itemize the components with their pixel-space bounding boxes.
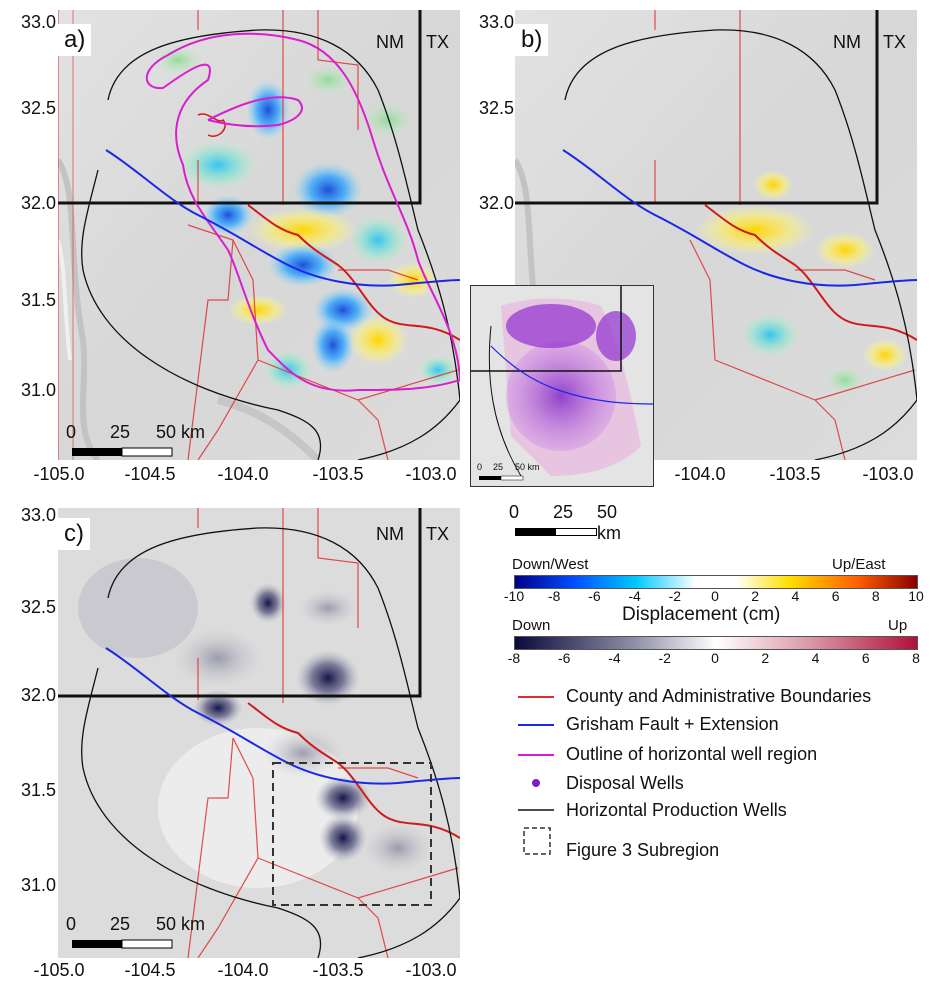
inset-scalebar-zero: 0	[477, 462, 483, 472]
inset-scalebar-end: 50 km	[515, 462, 540, 472]
panel-c-ytick-0: 33.0	[20, 505, 56, 525]
panel-c-xtick-0: -105.0	[33, 960, 85, 980]
colorbar1-tick-10: 10	[908, 588, 924, 604]
panel-c-xtick-4: -103.0	[405, 960, 457, 980]
colorbar1-tick-1: -8	[547, 588, 561, 604]
panel-a-ytick-3: 31.5	[20, 290, 56, 310]
scalebar-end-c: 50 km	[156, 914, 206, 934]
panel-b-xtick-0: -104.0	[674, 464, 726, 484]
colorbar1-tick-8: 6	[831, 588, 840, 604]
colorbar2-tick-8: 8	[912, 650, 920, 666]
scalebar-zero: 0	[66, 422, 77, 442]
scalebar-end: 50 km	[156, 422, 206, 442]
legend-scalebar-zero: 0	[509, 502, 520, 522]
panel-b-tag: b)	[515, 24, 549, 56]
inset-scalebar-mid: 25	[493, 462, 504, 472]
state-label-tx: TX	[426, 32, 450, 52]
colorbar1-ticks: -10 -8 -6 -4 -2 0 2 4 6 8 10	[504, 588, 924, 606]
legend-scalebar-black	[515, 528, 555, 536]
panel-c: c) NM TX 0 25 50 km	[58, 508, 460, 958]
panel-a-map	[58, 10, 460, 460]
colorbar2-tick-7: 6	[861, 650, 870, 666]
legend-scalebar-mid: 25	[553, 502, 574, 522]
scalebar-mid-c: 25	[110, 914, 131, 934]
colorbar1-right-label: Up/East	[832, 556, 886, 573]
legend-label-subregion: Figure 3 Subregion	[566, 840, 720, 860]
colorbar2-right-label: Up	[888, 617, 908, 634]
panel-c-map	[58, 508, 460, 958]
legend-scalebar-white	[555, 528, 597, 536]
panel-a-xtick-2: -104.0	[217, 464, 269, 484]
colorbar1-tick-9: 8	[871, 588, 880, 604]
panel-b-map	[515, 10, 917, 460]
panel-c-ytick-4: 31.0	[20, 875, 56, 895]
panel-b: b) NM TX	[515, 10, 917, 460]
panel-c-xtick-2: -104.0	[217, 960, 269, 980]
colorbar1-tick-5: 0	[711, 588, 719, 604]
colorbar2-tick-3: -2	[658, 650, 671, 666]
colorbar1-left-label: Down/West	[512, 556, 589, 573]
colorbar2-tick-5: 2	[761, 650, 770, 666]
state-label-nm: NM	[376, 32, 404, 52]
panel-a-ytick-1: 32.5	[20, 98, 56, 118]
legend-label-disposal: Disposal Wells	[566, 773, 684, 793]
panel-a-ytick-4: 31.0	[20, 380, 56, 400]
colorbar1-tick-3: -4	[628, 588, 641, 604]
panel-a: a) NM TX 0 25 50 km	[58, 10, 460, 460]
panel-a-ytick-2: 32.0	[20, 193, 56, 213]
inset-map: 0 25 50 km	[470, 285, 654, 487]
colorbar1-tick-4: -2	[668, 588, 682, 604]
legend-scalebar-end: 50 km	[597, 502, 621, 543]
panel-a-xtick-1: -104.5	[124, 464, 176, 484]
colorbar2-tick-2: -4	[608, 650, 621, 666]
legend-label-fault: Grisham Fault + Extension	[566, 714, 779, 734]
panel-c-ytick-2: 32.0	[20, 685, 56, 705]
legend-label-production: Horizontal Production Wells	[566, 800, 787, 820]
panel-b-xtick-1: -103.5	[769, 464, 821, 484]
colorbar2-tick-4: 0	[711, 650, 719, 666]
legend-symbols	[518, 696, 554, 855]
panel-a-tag: a)	[58, 24, 92, 56]
colorbar1	[514, 575, 918, 589]
colorbar1-tick-6: 2	[751, 588, 760, 604]
colorbar-title: Displacement (cm)	[622, 604, 781, 625]
colorbar1-tick-0: -10	[503, 588, 525, 604]
colorbar1-tick-2: -6	[588, 588, 601, 604]
state-label-tx-c: TX	[426, 524, 450, 544]
panel-a-xtick-3: -103.5	[312, 464, 364, 484]
colorbar2-left-label: Down	[512, 617, 551, 634]
legend-label-county: County and Administrative Boundaries	[566, 686, 872, 706]
colorbar1-tick-7: 4	[791, 588, 800, 604]
state-label-nm-c: NM	[376, 524, 404, 544]
legend-subregion-box-icon	[523, 827, 551, 855]
legend-label-outline: Outline of horizontal well region	[566, 744, 818, 764]
panel-c-ytick-1: 32.5	[20, 597, 56, 617]
legend-disposal-dot-icon	[532, 779, 540, 787]
legend-scalebar: 0 25 50 km	[505, 502, 645, 543]
panel-b-ytick-1: 32.5	[478, 98, 514, 118]
panel-b-xtick-2: -103.0	[862, 464, 914, 484]
panel-c-xtick-1: -104.5	[124, 960, 176, 980]
colorbar2-tick-6: 4	[811, 650, 820, 666]
colorbar2	[514, 636, 918, 650]
panel-a-xtick-4: -103.0	[405, 464, 457, 484]
state-label-nm-b: NM	[833, 32, 861, 52]
colorbar2-tick-1: -6	[558, 650, 571, 666]
colorbar2-ticks: -8 -6 -4 -2 0 2 4 6 8	[508, 650, 920, 668]
inset-map-svg	[471, 286, 654, 481]
panel-c-ytick-3: 31.5	[20, 780, 56, 800]
panel-b-ytick-2: 32.0	[478, 193, 514, 213]
panel-b-ytick-0: 33.0	[478, 12, 514, 32]
panel-c-xtick-3: -103.5	[312, 960, 364, 980]
scalebar-mid: 25	[110, 422, 131, 442]
panel-c-tag: c)	[58, 518, 90, 550]
panel-a-ytick-0: 33.0	[20, 12, 56, 32]
colorbar2-tick-0: -8	[507, 650, 521, 666]
state-label-tx-b: TX	[883, 32, 907, 52]
panel-a-xtick-0: -105.0	[33, 464, 85, 484]
scalebar-zero-c: 0	[66, 914, 77, 934]
